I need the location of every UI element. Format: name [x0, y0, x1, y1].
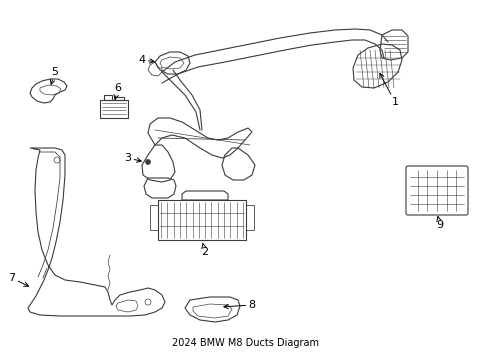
Text: 7: 7 — [8, 273, 28, 286]
Circle shape — [146, 159, 150, 165]
Text: 9: 9 — [437, 217, 443, 230]
Text: 2: 2 — [201, 244, 209, 257]
Text: 1: 1 — [380, 73, 398, 107]
Text: 5: 5 — [50, 67, 58, 84]
Bar — [158, 200, 246, 240]
Text: 8: 8 — [224, 300, 256, 310]
Text: 6: 6 — [114, 83, 122, 99]
Text: 3: 3 — [124, 153, 141, 163]
Text: 2024 BMW M8 Ducts Diagram: 2024 BMW M8 Ducts Diagram — [172, 338, 318, 348]
Text: 4: 4 — [139, 55, 154, 65]
